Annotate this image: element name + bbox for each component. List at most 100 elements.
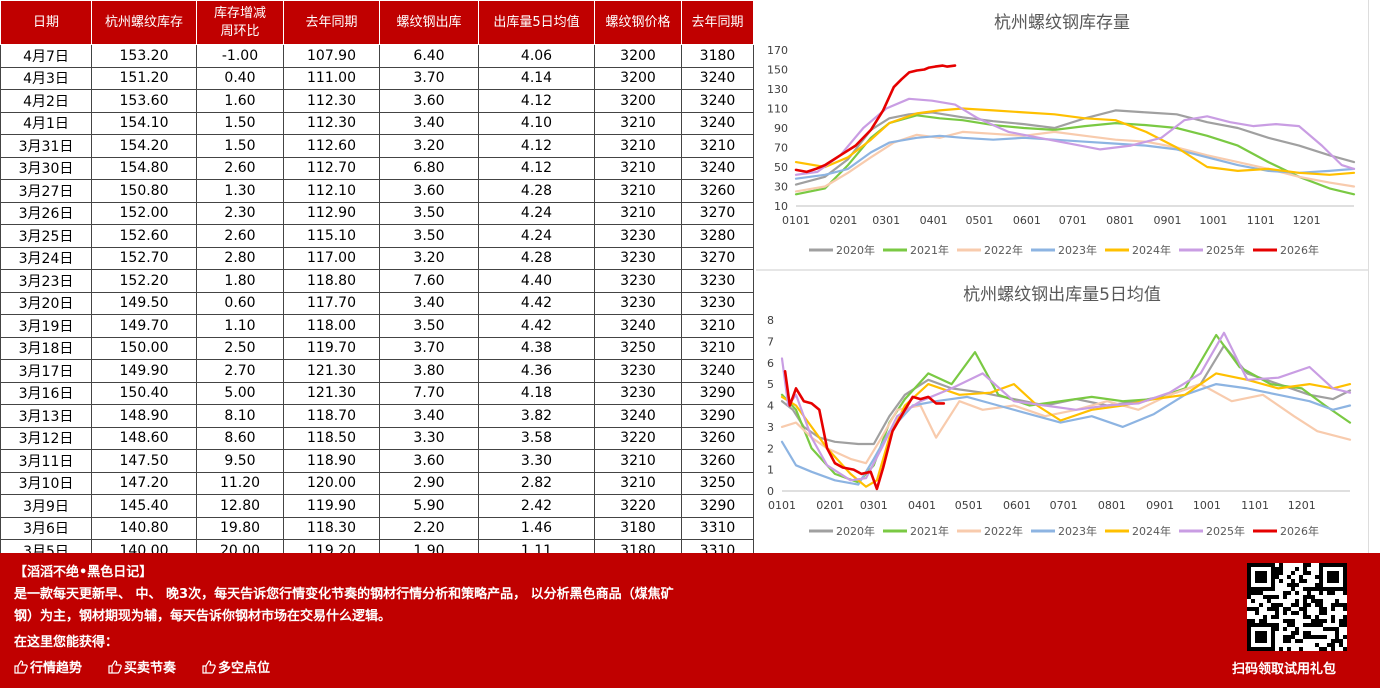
feature-label: 行情趋势 [30,661,83,676]
table-row: 3月25日 152.60 2.60 115.10 3.50 4.24 3230 3280 [0,224,754,248]
table-cell: 117.00 [283,246,380,270]
table-cell: 3240 [594,404,682,428]
x-tick-label: 0101 [768,499,796,512]
table-cell: 4.24 [478,201,595,225]
x-tick-label: 1101 [1241,499,1269,512]
table-cell: 3月30日 [0,156,92,180]
table-row: 3月23日 152.20 1.80 118.80 7.60 4.40 3230 3230 [0,269,754,293]
table-cell: 3.58 [478,426,595,450]
table-cell: 3月9日 [0,494,92,518]
table-cell: 4.18 [478,381,595,405]
table-cell: 149.70 [91,314,197,338]
table-cell: 118.30 [283,516,380,540]
table-cell: 3月31日 [0,134,92,158]
table-cell: 3290 [681,404,754,428]
table-cell: 0.40 [196,66,284,90]
table-cell: 3月20日 [0,291,92,315]
legend-label: 2025年 [1206,243,1245,257]
table-cell: 0.60 [196,291,284,315]
x-tick-label: 1001 [1199,214,1227,227]
table-cell: 3240 [681,156,754,180]
table-cell: 7.70 [379,381,479,405]
table-cell: 3210 [594,201,682,225]
table-row: 3月31日 154.20 1.50 112.60 3.20 4.12 3210 3210 [0,134,754,158]
table-cell: 4.12 [478,89,595,113]
table-cell: 4月7日 [0,44,92,68]
table-row: 4月3日 151.20 0.40 111.00 3.70 4.14 3200 3240 [0,66,754,90]
table-cell: 3.70 [379,336,479,360]
promo-line-2: 钢）为主，钢材期现为辅，每天告诉你钢材市场在交易什么逻辑。 [14,609,392,624]
feature-trend: 行情趋势 [14,657,82,676]
x-tick-label: 0801 [1098,499,1126,512]
x-tick-label: 1201 [1288,499,1316,512]
table-cell: 3.40 [379,111,479,135]
table-cell: 2.42 [478,494,595,518]
thumbs-up-icon [108,659,122,674]
x-tick-label: 0501 [955,499,983,512]
table-row: 4月7日 153.20 -1.00 107.90 6.40 4.06 3200 3180 [0,44,754,68]
table-cell: 11.20 [196,471,284,495]
column-header: 去年同期 [681,0,754,45]
y-tick-label: 8 [767,314,774,327]
table-cell: 2.70 [196,359,284,383]
y-tick-label: 50 [774,161,788,174]
table-cell: 4.42 [478,314,595,338]
table-cell: 3290 [681,381,754,405]
y-tick-label: 90 [774,122,788,135]
y-tick-label: 3 [767,421,774,434]
table-cell: 5.90 [379,494,479,518]
table-cell: 3200 [594,66,682,90]
table-cell: 3310 [681,516,754,540]
table-cell: 3.40 [379,404,479,428]
chart-title: 杭州螺纹钢库存量 [994,13,1130,33]
table-cell: 1.10 [196,314,284,338]
table-cell: 6.40 [379,44,479,68]
table-cell: 121.30 [283,359,380,383]
thumbs-up-icon [202,659,216,674]
column-header: 去年同期 [283,0,380,45]
table-cell: 4.28 [478,246,595,270]
table-cell: 2.82 [478,471,595,495]
table-cell: 3230 [681,291,754,315]
series-line [794,107,1356,176]
table-row: 3月30日 154.80 2.60 112.70 6.80 4.12 3210 3240 [0,156,754,180]
table-cell: 107.90 [283,44,380,68]
table-cell: 153.20 [91,44,197,68]
table-row: 3月20日 149.50 0.60 117.70 3.40 4.42 3230 3230 [0,291,754,315]
inventory-table-panel: 日期 杭州螺纹库存 库存增减 周环比 去年同期 螺纹钢出库 出库量5日均值 螺纹钢价格 去年同期… [0,0,754,563]
table-cell: 3月17日 [0,359,92,383]
table-cell: 7.60 [379,269,479,293]
inventory-table: 日期 杭州螺纹库存 库存增减 周环比 去年同期 螺纹钢出库 出库量5日均值 螺纹钢价格 去年同期… [0,0,754,563]
table-cell: 3240 [681,111,754,135]
legend-label: 2023年 [1058,243,1097,257]
table-cell: 3210 [594,111,682,135]
x-tick-label: 0401 [920,214,948,227]
table-cell: 3230 [594,224,682,248]
table-row: 3月11日 147.50 9.50 118.90 3.60 3.30 3210 3260 [0,449,754,473]
table-cell: 3月6日 [0,516,92,540]
table-cell: 4.28 [478,179,595,203]
table-row: 3月24日 152.70 2.80 117.00 3.20 4.28 3230 3270 [0,246,754,270]
qr-pattern [1247,563,1347,651]
table-cell: 4.14 [478,66,595,90]
feature-label: 买卖节奏 [124,661,177,676]
y-tick-label: 2 [767,442,774,455]
table-cell: 1.50 [196,134,284,158]
table-cell: 3.60 [379,89,479,113]
table-cell: 4.42 [478,291,595,315]
table-cell: 118.50 [283,426,380,450]
x-tick-label: 0501 [965,214,993,227]
inventory-chart: 杭州螺纹钢库存量 10 30 50 70 90 110 130 150 170 0101 0201 03… [756,0,1368,268]
legend-label: 2022年 [984,524,1023,538]
x-tick-label: 1101 [1247,214,1275,227]
table-cell: 3230 [594,381,682,405]
table-cell: 152.00 [91,201,197,225]
table-cell: 1.46 [478,516,595,540]
table-cell: 148.90 [91,404,197,428]
table-cell: 4.38 [478,336,595,360]
table-cell: 3210 [594,471,682,495]
y-tick-label: 5 [767,378,774,391]
table-cell: 154.20 [91,134,197,158]
y-tick-label: 4 [767,400,774,413]
qr-code-icon[interactable] [1247,563,1347,651]
